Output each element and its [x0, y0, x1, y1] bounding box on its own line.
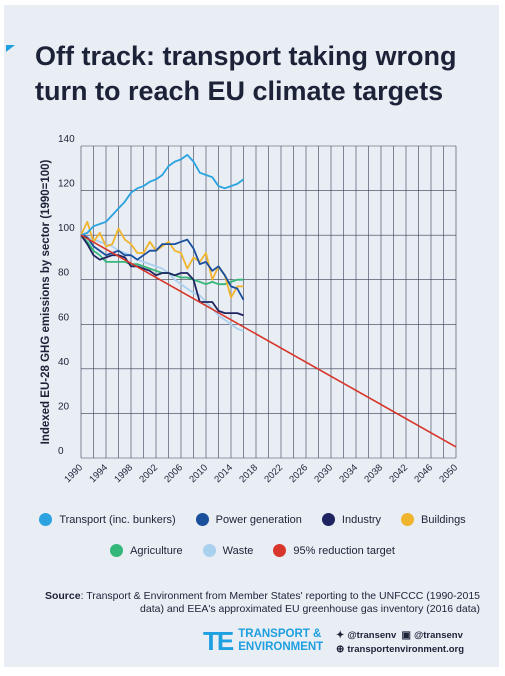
social-links: ✦ @transenv ▣ @transenv ⊕ transportenvironm…	[336, 629, 464, 657]
legend-label: Industry	[341, 513, 382, 526]
y-tick-label: 100	[58, 223, 75, 234]
series-line-95-reduction-target	[80, 234, 457, 448]
twitter-icon: ✦	[336, 630, 345, 641]
legend-label: 95% reduction target	[293, 544, 395, 557]
series-layer	[80, 153, 457, 448]
x-tick-label: 2026	[287, 462, 310, 485]
legend-item: Transport (inc. bunkers)	[39, 513, 176, 526]
y-tick-label: 20	[58, 401, 70, 412]
y-tick-label: 0	[58, 446, 64, 457]
legend-row-1: Transport (inc. bunkers) Power generation…	[0, 513, 505, 526]
legend-item: Industry	[321, 513, 382, 526]
legend-swatch-icon	[202, 544, 216, 557]
y-axis-label: Indexed EU-28 GHG emissions by sector (1…	[40, 159, 52, 444]
twitter-handle[interactable]: @transenv	[347, 630, 397, 641]
x-tick-label: 2014	[212, 462, 235, 485]
y-tick-label: 40	[58, 357, 70, 368]
legend-item: Agriculture	[110, 544, 183, 557]
te-logo-icon: TE	[203, 626, 234, 656]
legend-swatch-icon	[321, 513, 335, 526]
legend-item: 95% reduction target	[273, 544, 395, 557]
y-tick-label: 120	[58, 179, 75, 190]
x-tick-label: 1998	[112, 462, 135, 485]
chart-grid	[80, 145, 457, 459]
x-tick-label: 2010	[187, 462, 210, 485]
x-tick-label: 2038	[362, 462, 385, 485]
globe-icon: ⊕	[336, 644, 345, 655]
legend-label: Buildings	[421, 513, 466, 526]
legend-swatch-icon	[401, 513, 415, 526]
legend-label: Power generation	[215, 513, 302, 526]
legend-item: Waste	[202, 544, 254, 557]
legend-label: Agriculture	[130, 544, 183, 557]
x-tick-label: 2018	[237, 462, 260, 485]
x-tick-label: 2042	[387, 462, 410, 485]
x-tick-label: 2046	[412, 462, 435, 485]
y-tick-label: 60	[58, 312, 70, 323]
x-tick-label: 2006	[162, 462, 185, 485]
brand-name-line2: ENVIRONMENT	[238, 641, 324, 653]
series-line-industry	[80, 234, 244, 317]
legend-swatch-icon	[110, 544, 124, 557]
brand-block: TE TRANSPORT & ENVIRONMENT	[203, 628, 323, 654]
series-line-buildings	[80, 220, 244, 299]
legend-label: Transport (inc. bunkers)	[59, 513, 176, 526]
brand-name-line1: TRANSPORT &	[238, 628, 322, 640]
source-note: Source: Transport & Environment from Mem…	[40, 590, 480, 616]
legend-swatch-icon	[195, 513, 209, 526]
legend-swatch-icon	[273, 544, 287, 557]
x-tick-label: 2022	[262, 462, 285, 485]
x-tick-label: 2002	[137, 462, 160, 485]
website-link[interactable]: transportenvironment.org	[347, 644, 465, 655]
x-tick-label: 2030	[312, 462, 335, 485]
legend-item: Buildings	[401, 513, 466, 526]
x-tick-label: 2034	[337, 462, 360, 485]
legend-row-2: Agriculture Waste 95% reduction target	[0, 544, 505, 557]
facebook-icon: ▣	[401, 630, 411, 641]
legend-item: Power generation	[195, 513, 302, 526]
title-accent-mark	[6, 45, 15, 59]
series-line-power-generation	[80, 234, 245, 301]
y-tick-label: 140	[58, 134, 75, 145]
legend-label: Waste	[222, 544, 254, 557]
infographic-card: Off track: transport taking wrong turn t…	[4, 5, 499, 667]
facebook-handle[interactable]: @transenv	[414, 630, 463, 641]
x-tick-label: 1990	[62, 462, 85, 485]
legend-swatch-icon	[39, 513, 53, 526]
source-text: : Transport & Environment from Member St…	[80, 590, 480, 615]
x-tick-label: 1994	[87, 462, 110, 485]
series-line-transport-inc-bunkers	[80, 153, 245, 236]
x-tick-label: 2050	[437, 462, 460, 485]
chart-title: Off track: transport taking wrong turn t…	[35, 41, 457, 106]
series-line-agriculture	[80, 234, 244, 286]
y-tick-label: 80	[58, 268, 70, 279]
source-label: Source	[44, 590, 81, 602]
